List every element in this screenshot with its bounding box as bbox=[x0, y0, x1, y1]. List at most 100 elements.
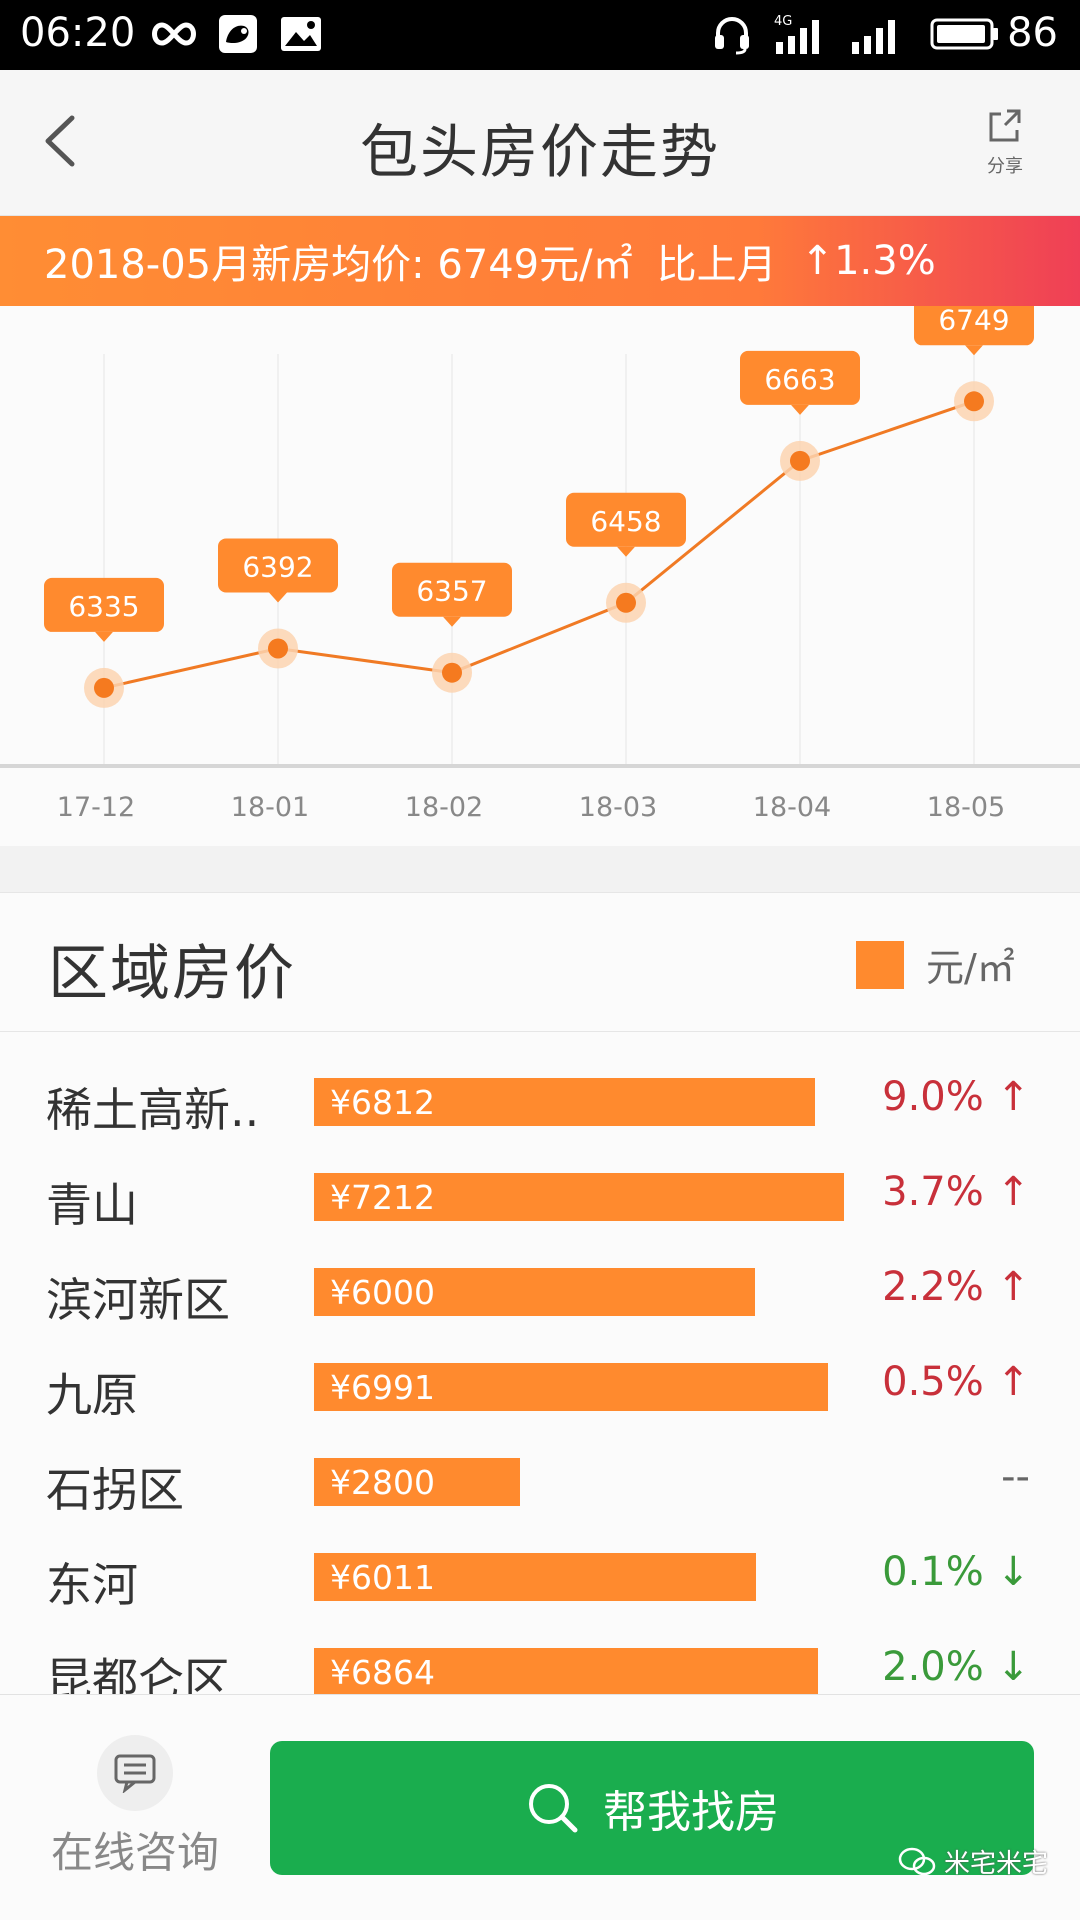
region-row[interactable]: 昆都仑区 ¥6864 2.0% ↓ bbox=[0, 1624, 1080, 1694]
region-change: 2.0% ↓ bbox=[882, 1644, 1030, 1690]
chart-x-tick-label: 18-01 bbox=[231, 792, 309, 823]
battery-level: 86 bbox=[1007, 10, 1058, 56]
banner-change: ↑1.3% bbox=[800, 238, 936, 284]
battery-icon bbox=[930, 12, 1000, 56]
bottom-action-bar: 在线咨询 帮我找房 米宅米宅 bbox=[0, 1694, 1080, 1920]
status-time: 06:20 bbox=[20, 10, 136, 56]
banner-price-label: 2018-05月新房均价: 6749元/㎡ bbox=[44, 242, 633, 288]
chart-point bbox=[268, 638, 288, 659]
region-name: 稀土高新.. bbox=[46, 1083, 260, 1137]
chart-x-tick-label: 18-04 bbox=[753, 792, 831, 823]
legend-unit: 元/㎡ bbox=[926, 946, 1015, 990]
chat-icon bbox=[97, 1735, 173, 1811]
region-name: 石拐区 bbox=[46, 1463, 184, 1517]
watermark-text: 米宅米宅 bbox=[943, 1849, 1048, 1879]
region-row[interactable]: 九原 ¥6991 0.5% ↑ bbox=[0, 1339, 1080, 1434]
chart-label-bubble bbox=[740, 350, 860, 405]
uc-browser-icon bbox=[218, 12, 258, 56]
region-row[interactable]: 东河 ¥6011 0.1% ↓ bbox=[0, 1529, 1080, 1624]
chevron-left-icon bbox=[45, 115, 75, 167]
chart-label-pointer bbox=[617, 546, 635, 557]
chart-data-label: 6392 bbox=[242, 550, 313, 583]
region-row[interactable]: 青山 ¥7212 3.7% ↑ bbox=[0, 1149, 1080, 1244]
infinity-icon bbox=[148, 12, 200, 56]
region-row[interactable]: 石拐区 ¥2800 -- bbox=[0, 1434, 1080, 1529]
share-icon bbox=[989, 109, 1021, 142]
search-icon bbox=[525, 1780, 581, 1836]
share-label: 分享 bbox=[987, 156, 1023, 177]
headset-icon bbox=[712, 12, 752, 56]
region-name: 昆都仑区 bbox=[46, 1653, 230, 1694]
legend-swatch bbox=[856, 941, 904, 989]
region-row[interactable]: 稀土高新.. ¥6812 9.0% ↑ bbox=[0, 1054, 1080, 1149]
signal-icon bbox=[848, 12, 908, 56]
region-change: 3.7% ↑ bbox=[882, 1169, 1030, 1215]
region-change: 0.1% ↓ bbox=[882, 1549, 1030, 1595]
chart-label-bubble bbox=[218, 538, 338, 593]
region-change: 0.5% ↑ bbox=[882, 1359, 1030, 1405]
region-price-label: ¥6812 bbox=[330, 1083, 435, 1122]
chart-label-pointer bbox=[791, 404, 809, 415]
share-button[interactable]: 分享 bbox=[970, 106, 1040, 186]
watermark: 米宅米宅 bbox=[898, 1843, 1048, 1880]
chart-x-tick-label: 18-05 bbox=[927, 792, 1005, 823]
region-section-header: 区域房价 元/㎡ bbox=[0, 892, 1080, 1032]
region-price-bar: ¥7212 bbox=[314, 1173, 844, 1221]
chart-point bbox=[442, 662, 462, 683]
region-price-bar: ¥6011 bbox=[314, 1553, 756, 1601]
average-price-banner: 2018-05月新房均价: 6749元/㎡ 比上月 ↑1.3% bbox=[0, 216, 1080, 306]
online-consult-button[interactable]: 在线咨询 bbox=[40, 1735, 230, 1885]
chart-point bbox=[616, 592, 636, 613]
region-change: 9.0% ↑ bbox=[882, 1074, 1030, 1120]
wechat-icon bbox=[898, 1847, 936, 1877]
region-row[interactable]: 滨河新区 ¥6000 2.2% ↑ bbox=[0, 1244, 1080, 1339]
app-header: 包头房价走势 分享 bbox=[0, 70, 1080, 216]
region-price-label: ¥7212 bbox=[330, 1178, 435, 1217]
find-house-button[interactable]: 帮我找房 bbox=[270, 1741, 1034, 1875]
online-consult-label: 在线咨询 bbox=[50, 1828, 219, 1877]
chart-data-label: 6357 bbox=[416, 575, 487, 608]
region-price-bar: ¥6864 bbox=[314, 1648, 818, 1694]
chart-series-line bbox=[103, 399, 975, 690]
chart-label-pointer bbox=[269, 592, 287, 603]
chart-label-bubble bbox=[392, 562, 512, 617]
region-price-bar: ¥6000 bbox=[314, 1268, 755, 1316]
chart-label-pointer bbox=[965, 345, 983, 356]
region-change: 2.2% ↑ bbox=[882, 1264, 1030, 1310]
chart-label-pointer bbox=[443, 616, 461, 627]
region-price-bar: ¥2800 bbox=[314, 1458, 520, 1506]
image-icon bbox=[280, 12, 322, 56]
chart-label-bubble bbox=[44, 577, 164, 632]
signal-4g-icon: 4G bbox=[772, 12, 832, 56]
banner-compare-label: 比上月 bbox=[656, 242, 777, 288]
status-bar: 06:20 4G 86 bbox=[0, 0, 1080, 70]
page-title: 包头房价走势 bbox=[359, 118, 720, 186]
chart-label-bubble bbox=[914, 306, 1034, 346]
region-price-label: ¥6011 bbox=[330, 1558, 435, 1597]
region-price-label: ¥6991 bbox=[330, 1368, 435, 1407]
region-price-label: ¥2800 bbox=[330, 1463, 435, 1502]
back-button[interactable] bbox=[30, 106, 100, 176]
chart-point bbox=[790, 450, 810, 471]
region-price-label: ¥6864 bbox=[330, 1653, 435, 1692]
region-title: 区域房价 bbox=[48, 939, 296, 1009]
region-price-list: 稀土高新.. ¥6812 9.0% ↑ 青山 ¥7212 3.7% ↑ 滨河新区 ¥6000 2… bbox=[0, 1032, 1080, 1694]
chart-data-label: 6458 bbox=[590, 505, 661, 538]
chart-data-label: 6749 bbox=[938, 306, 1009, 336]
region-name: 东河 bbox=[46, 1558, 138, 1612]
chart-data-label: 6335 bbox=[68, 590, 139, 623]
svg-text:4G: 4G bbox=[774, 14, 792, 29]
chart-point bbox=[94, 677, 114, 698]
price-trend-chart: 6335 6392 6357 6458 6663 6749 17-12 18-01 18-02 1… bbox=[0, 306, 1080, 846]
chart-label-pointer bbox=[95, 631, 113, 642]
region-name: 滨河新区 bbox=[46, 1273, 230, 1327]
chart-data-label: 6663 bbox=[764, 363, 835, 396]
region-price-label: ¥6000 bbox=[330, 1273, 435, 1312]
region-name: 青山 bbox=[46, 1178, 138, 1232]
chart-point bbox=[964, 391, 984, 412]
region-price-bar: ¥6991 bbox=[314, 1363, 828, 1411]
region-price-bar: ¥6812 bbox=[314, 1078, 815, 1126]
chart-x-tick-label: 18-02 bbox=[405, 792, 483, 823]
chart-x-tick-label: 18-03 bbox=[579, 792, 657, 823]
trend-chart-svg: 6335 6392 6357 6458 6663 6749 17-12 18-01 18-02 1… bbox=[0, 306, 1080, 823]
